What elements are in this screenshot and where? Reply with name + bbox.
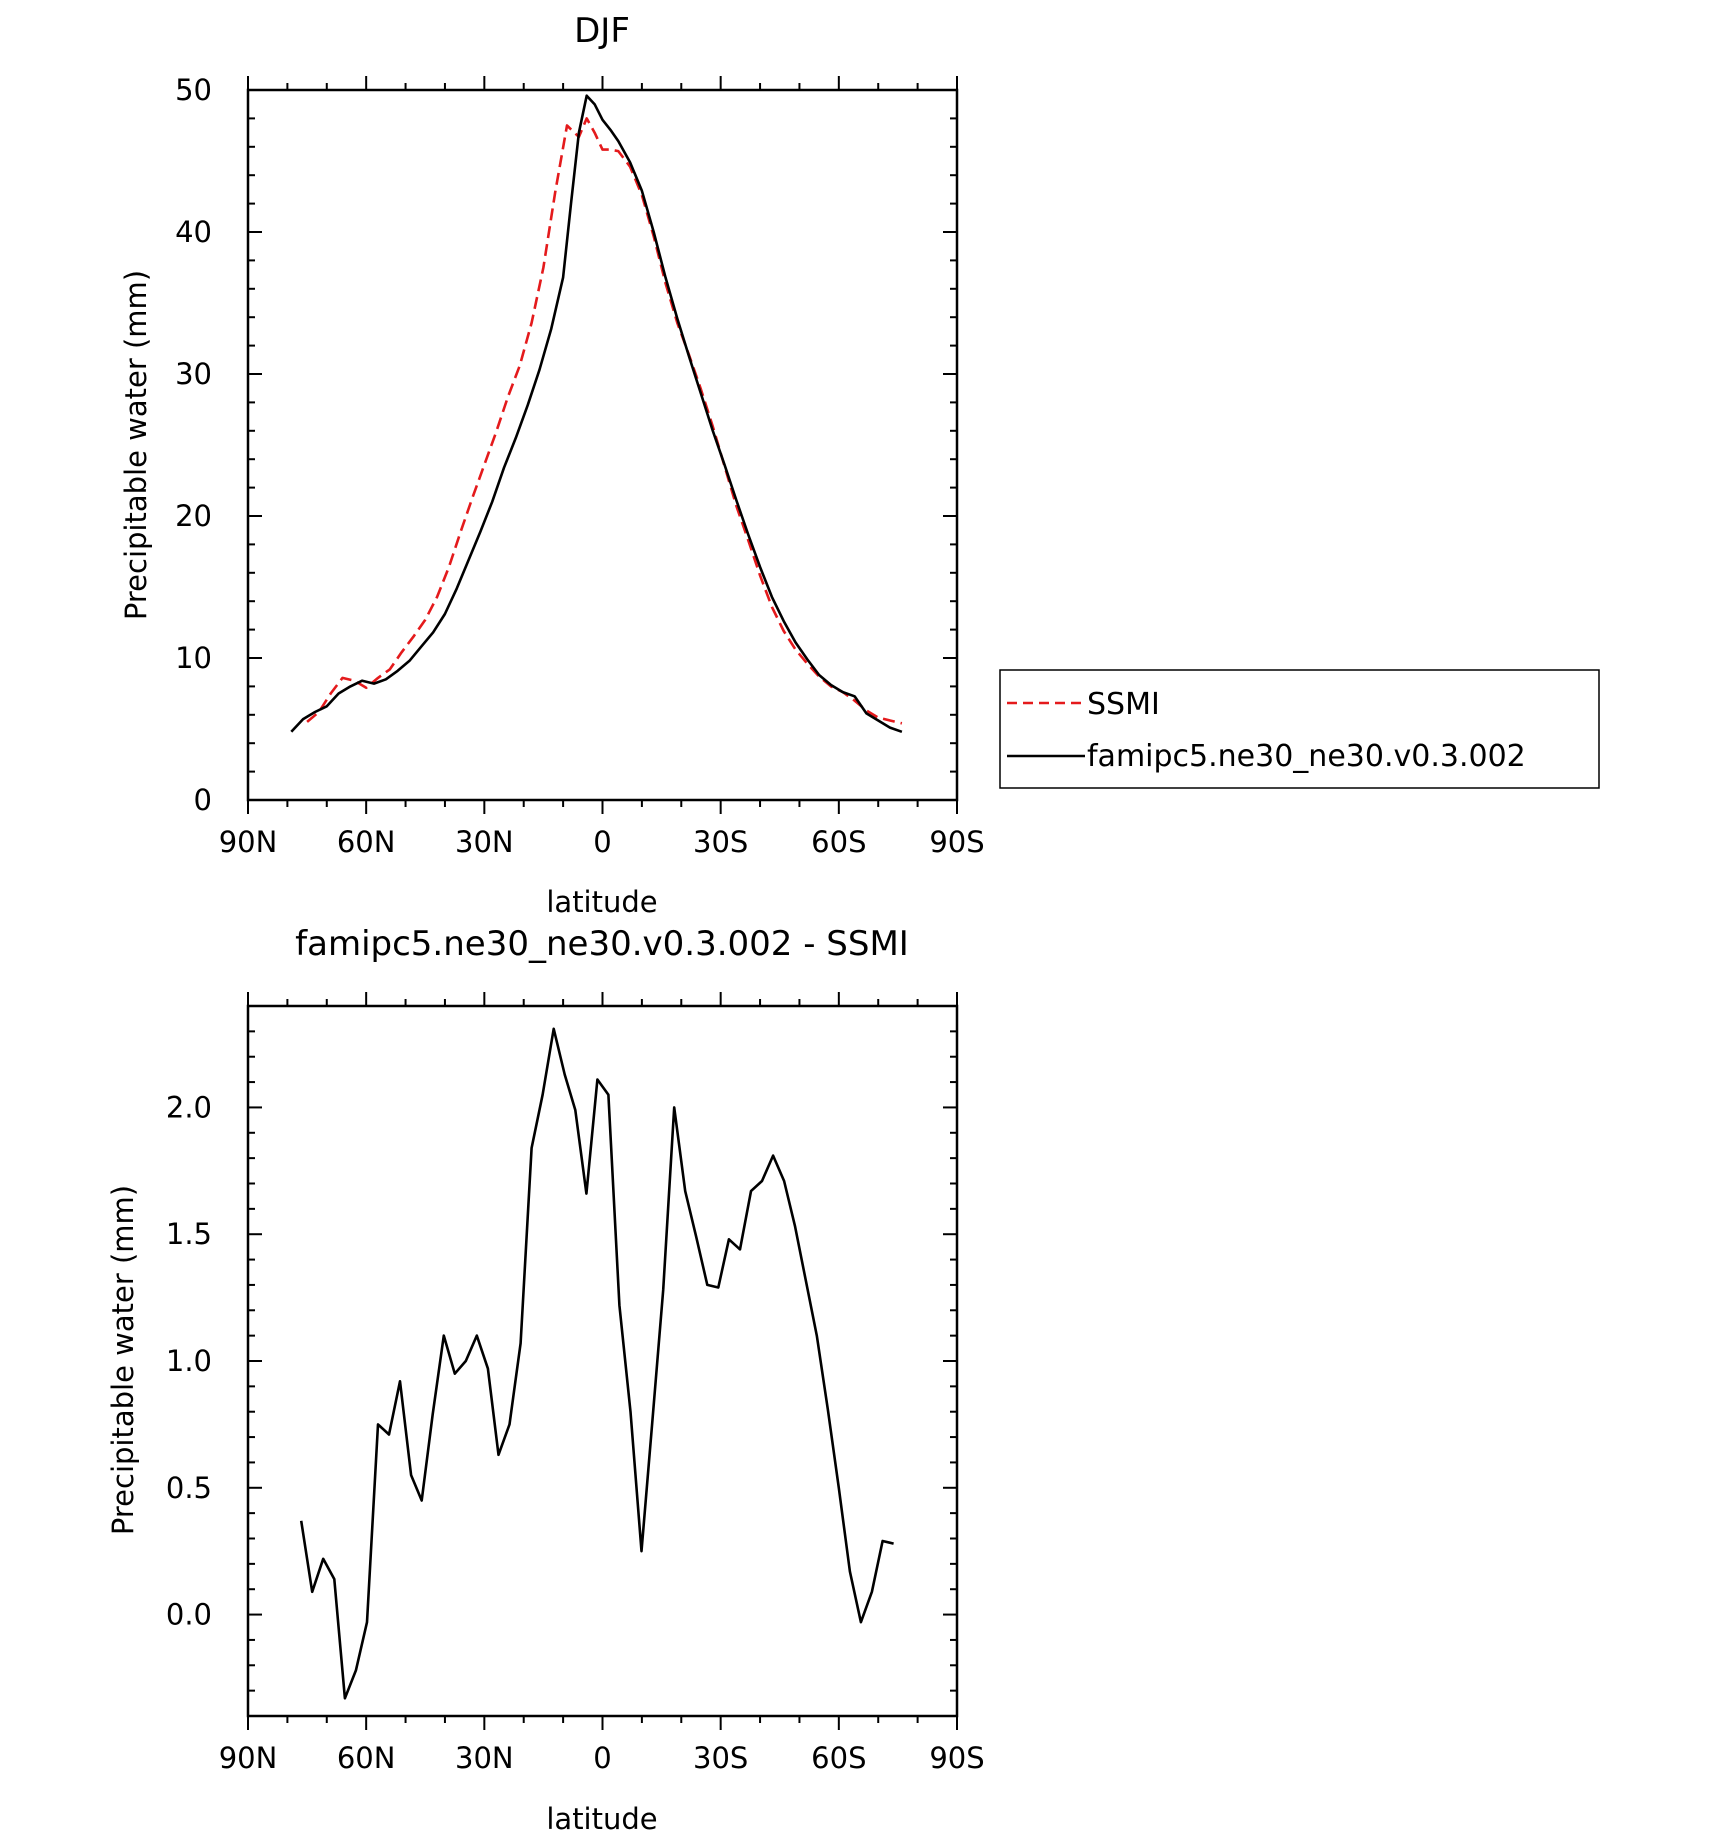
x-tick-label: 30N — [455, 825, 514, 859]
y-tick-label: 20 — [175, 499, 212, 533]
x-tick-label: 60N — [337, 825, 396, 859]
x-tick-label: 60S — [811, 1741, 866, 1775]
y-tick-label: 40 — [175, 215, 212, 249]
x-tick-label: 90N — [219, 825, 278, 859]
bottom-x-axis-label: latitude — [546, 1802, 657, 1836]
x-tick-label: 30N — [455, 1741, 514, 1775]
x-tick-label: 90S — [929, 1741, 984, 1775]
x-tick-label: 90N — [219, 1741, 278, 1775]
series-line-famipc5-ne30-ne30-v0-3-002 — [290, 94, 903, 734]
top-chart-marks — [290, 94, 903, 734]
bottom-chart-ticks: 90N 60N 30N 0 30S 60S 90S 0.0 0.5 1.0 1.5 2.0 — [166, 992, 985, 1775]
bottom-plot-frame — [246, 1004, 959, 1718]
bottom-chart-title: famipc5.ne30_ne30.v0.3.002 - SSMI — [295, 924, 909, 964]
top-chart-legend: SSMI famipc5.ne30_ne30.v0.3.002 — [999, 669, 1600, 789]
legend-label-model: famipc5.ne30_ne30.v0.3.002 — [1087, 739, 1526, 774]
top-chart: DJF 90N 60N 30N 0 30S 60S 90S 0 10 20 30 40 50 latit… — [119, 11, 1600, 919]
legend-box — [999, 669, 1600, 789]
series-line-1-0 — [299, 1027, 894, 1700]
x-tick-label: 30S — [693, 825, 748, 859]
x-tick-label: 60N — [337, 1741, 396, 1775]
x-tick-label: 30S — [693, 1741, 748, 1775]
top-chart-ticks: 90N 60N 30N 0 30S 60S 90S 0 10 20 30 40 50 — [175, 73, 985, 859]
bottom-chart: famipc5.ne30_ne30.v0.3.002 - SSMI 90N 60N… — [106, 924, 985, 1836]
top-y-axis-label: Precipitable water (mm) — [119, 270, 153, 620]
y-tick-label: 50 — [175, 73, 212, 107]
x-tick-label: 60S — [811, 825, 866, 859]
top-plot-frame — [246, 88, 959, 802]
y-tick-label: 10 — [175, 641, 212, 675]
x-tick-label: 90S — [929, 825, 984, 859]
y-tick-label: 1.0 — [166, 1344, 212, 1378]
series-line-ssmi — [306, 117, 903, 725]
y-tick-label: 0.0 — [166, 1598, 212, 1632]
y-tick-label: 0 — [194, 783, 212, 817]
y-tick-label: 2.0 — [166, 1090, 212, 1124]
bottom-chart-marks — [299, 1027, 894, 1700]
y-tick-label: 30 — [175, 357, 212, 391]
bottom-y-axis-label: Precipitable water (mm) — [106, 1185, 140, 1535]
top-chart-title: DJF — [574, 11, 630, 51]
y-tick-label: 1.5 — [166, 1217, 212, 1251]
legend-label-ssmi: SSMI — [1087, 687, 1160, 722]
x-tick-label: 0 — [593, 1741, 611, 1775]
top-x-axis-label: latitude — [546, 885, 657, 919]
y-tick-label: 0.5 — [166, 1471, 212, 1505]
x-tick-label: 0 — [593, 825, 611, 859]
